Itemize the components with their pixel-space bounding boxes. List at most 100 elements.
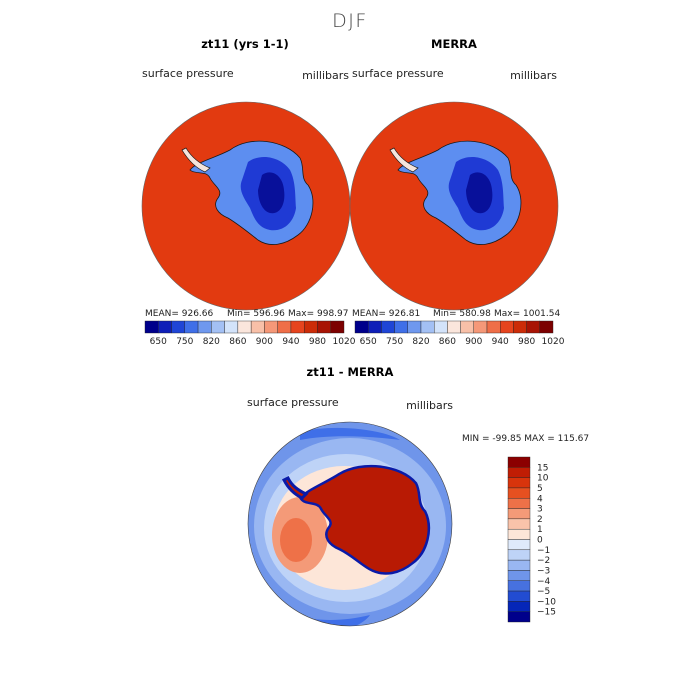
model-colorbar-tick-label: 940: [282, 337, 299, 347]
obs-panel: MERRA surface pressure millibars MEAN= 9…: [349, 37, 565, 347]
difference-colorbar-tick-label: −15: [537, 608, 556, 618]
model-colorbar-tick-label: 860: [229, 337, 246, 347]
model-panel: zt11 (yrs 1-1) surface pressure millibar…: [141, 37, 356, 347]
difference-min-max-stat: MIN = -99.85 MAX = 115.67: [462, 434, 589, 444]
model-colorbar-tick-label: 1020: [333, 337, 356, 347]
model-colorbar-swatch: [144, 320, 159, 334]
difference-colorbar-tick-label: 0: [537, 536, 543, 546]
difference-colorbar-tick-label: 15: [537, 463, 548, 473]
model-colorbar-tick-label: 820: [203, 337, 220, 347]
difference-colorbar-swatch: [507, 456, 531, 468]
obs-ice-sheet-core: [466, 172, 493, 214]
obs-colorbar-swatch: [434, 320, 448, 334]
obs-colorbar-swatch: [354, 320, 369, 334]
model-antarctic-peninsula: [181, 147, 211, 173]
obs-colorbar-tick-label: 820: [412, 337, 429, 347]
obs-colorbar-swatch: [420, 320, 435, 334]
obs-panel-title: MERRA: [431, 37, 477, 51]
obs-variable-label: surface pressure: [352, 67, 444, 80]
model-units-label: millibars: [302, 69, 349, 82]
model-colorbar-swatch: [237, 320, 252, 334]
model-panel-title: zt11 (yrs 1-1): [201, 37, 289, 51]
obs-colorbar-swatch: [460, 320, 475, 334]
difference-colorbar-tick-label: −3: [537, 566, 550, 576]
obs-colorbar-tick-label: 940: [492, 337, 509, 347]
difference-colorbar-swatch: [507, 467, 531, 478]
obs-colorbar-swatch: [500, 320, 514, 334]
model-colorbar-swatch: [211, 320, 225, 334]
obs-colorbar: 650 750 820 860 900 940 980 1020: [354, 320, 565, 347]
difference-panel: zt11 - MERRA surface pressure millibars …: [247, 365, 589, 627]
difference-colorbar-swatch: [507, 477, 531, 489]
obs-colorbar-swatch: [447, 320, 461, 334]
obs-colorbar-swatch: [486, 320, 501, 334]
obs-antarctic-peninsula: [389, 147, 419, 173]
obs-colorbar-tick-label: 650: [360, 337, 377, 347]
difference-polar-map: [247, 421, 453, 627]
model-colorbar-swatch: [224, 320, 239, 334]
model-min-stat: Min= 596.96: [227, 309, 285, 319]
model-colorbar-tick-label: 900: [256, 337, 273, 347]
model-colorbar-swatch: [184, 320, 199, 334]
obs-colorbar-swatch: [368, 320, 382, 334]
season-title: DJF: [332, 10, 368, 32]
difference-variable-label: surface pressure: [247, 396, 339, 409]
model-colorbar-tick-label: 650: [150, 337, 167, 347]
difference-colorbar-swatch: [507, 580, 531, 592]
difference-colorbar-tick-label: 2: [537, 515, 543, 525]
model-colorbar-swatch: [277, 320, 292, 334]
difference-colorbar-swatch: [507, 601, 531, 612]
model-colorbar-tick-label: 750: [176, 337, 193, 347]
difference-colorbar-tick-label: −2: [537, 556, 550, 566]
model-colorbar-tick-label: 980: [309, 337, 326, 347]
model-colorbar-swatch: [330, 320, 345, 334]
difference-colorbar-swatch: [507, 570, 531, 581]
difference-colorbar-swatch: [507, 487, 531, 499]
difference-colorbar-tick-label: −4: [537, 577, 551, 587]
model-colorbar-swatch: [250, 320, 265, 334]
difference-band-5: [280, 518, 312, 562]
model-colorbar: 650 750 820 860 900 940 980 1020: [144, 320, 356, 347]
difference-colorbar-tick-label: 3: [537, 505, 543, 515]
model-polar-map: [141, 101, 351, 311]
difference-colorbar-tick-label: −5: [537, 587, 550, 597]
difference-colorbar-swatch: [507, 508, 531, 520]
difference-colorbar-swatch: [507, 539, 531, 551]
obs-min-stat: Min= 580.98: [433, 309, 491, 319]
difference-antarctic-peninsula: [281, 475, 309, 500]
obs-colorbar-tick-label: 900: [465, 337, 482, 347]
model-colorbar-swatch: [171, 320, 186, 334]
difference-colorbar-swatch: [507, 590, 531, 602]
obs-colorbar-tick-label: 750: [386, 337, 403, 347]
obs-polar-map: [349, 101, 559, 311]
difference-colorbar-swatch: [507, 559, 531, 571]
obs-colorbar-tick-label: 980: [518, 337, 535, 347]
model-colorbar-swatch: [317, 320, 331, 334]
difference-colorbar-swatch: [507, 528, 531, 540]
obs-map-outline: [349, 101, 559, 311]
obs-colorbar-swatch: [381, 320, 395, 334]
difference-colorbar-tick-label: 4: [537, 494, 543, 504]
model-colorbar-swatch: [304, 320, 318, 334]
model-colorbar-swatch: [197, 320, 212, 334]
model-variable-label: surface pressure: [142, 67, 234, 80]
model-colorbar-swatch: [264, 320, 278, 334]
obs-colorbar-swatch: [526, 320, 540, 334]
difference-colorbar-tick-label: 5: [537, 484, 543, 494]
obs-mean-stat: MEAN= 926.81: [352, 309, 420, 319]
obs-max-stat: Max= 1001.54: [494, 309, 560, 319]
difference-north-lobe: [300, 427, 400, 440]
model-mean-stat: MEAN= 926.66: [145, 309, 214, 319]
difference-panel-title: zt11 - MERRA: [307, 365, 394, 379]
model-colorbar-swatch: [290, 320, 305, 334]
obs-units-label: millibars: [510, 69, 557, 82]
difference-units-label: millibars: [406, 399, 453, 412]
obs-colorbar-swatch: [513, 320, 527, 334]
obs-colorbar-tick-label: 860: [439, 337, 456, 347]
difference-colorbar-swatch: [507, 549, 531, 561]
obs-colorbar-tick-label: 1020: [542, 337, 565, 347]
difference-colorbar-swatch: [507, 518, 531, 530]
difference-colorbar-tick-label: 10: [537, 474, 549, 484]
